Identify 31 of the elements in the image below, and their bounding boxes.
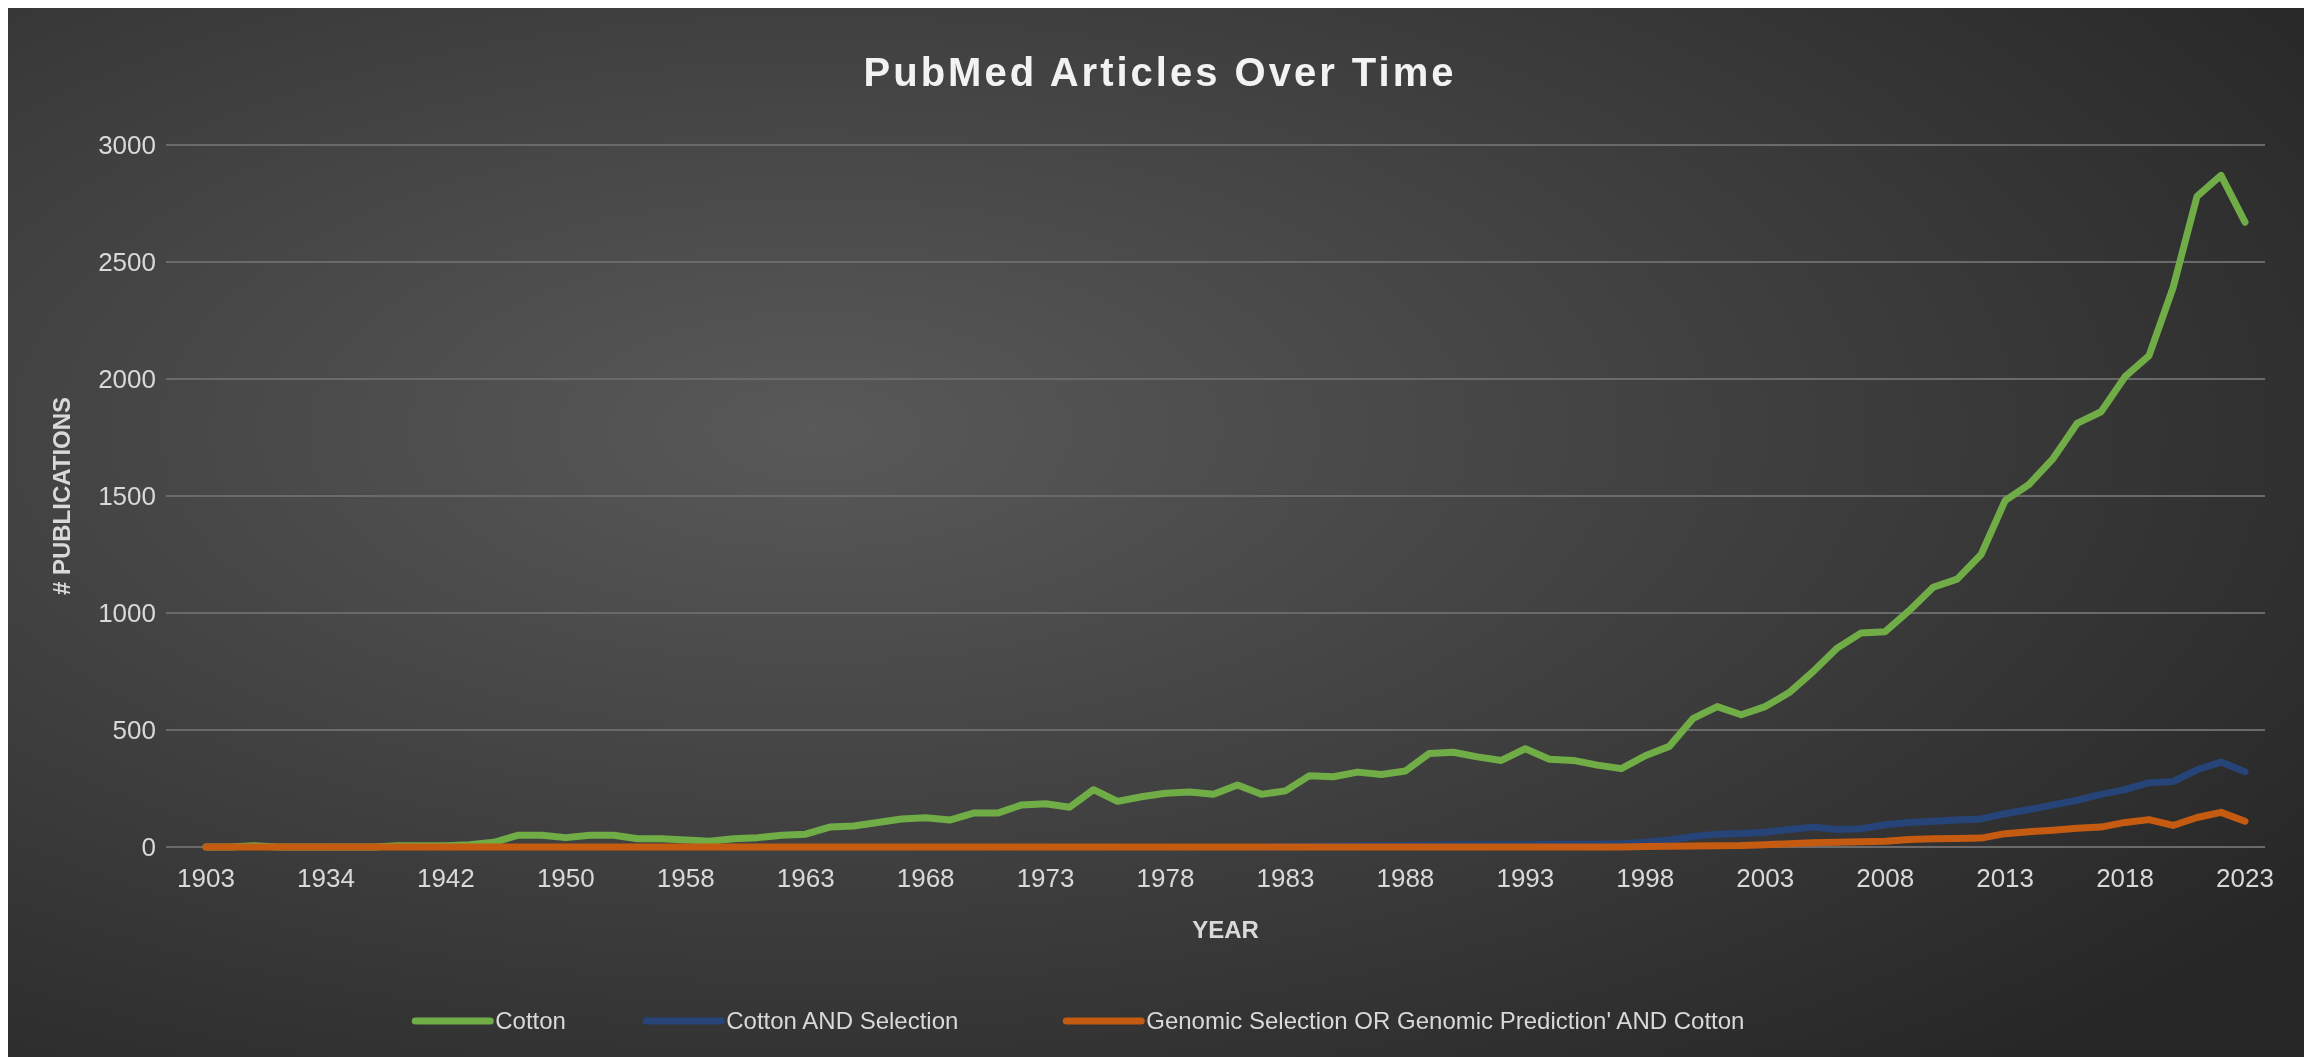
x-axis-title: YEAR bbox=[1192, 916, 1259, 943]
x-tick-label: 2018 bbox=[2096, 863, 2154, 893]
legend-label: Cotton AND Selection bbox=[726, 1007, 959, 1035]
legend-label: Cotton bbox=[495, 1007, 566, 1035]
chart-title: PubMed Articles Over Time bbox=[863, 50, 1457, 94]
x-tick-label: 2008 bbox=[1856, 863, 1915, 893]
x-tick-label: 1950 bbox=[536, 863, 595, 893]
x-tick-label: 1968 bbox=[896, 863, 955, 893]
x-tick-label: 1903 bbox=[177, 863, 235, 893]
y-tick-label: 1000 bbox=[98, 598, 156, 629]
x-tick-label: 1988 bbox=[1376, 863, 1435, 893]
y-tick-label: 0 bbox=[141, 832, 156, 863]
x-tick-label: 1993 bbox=[1496, 863, 1555, 893]
y-tick-label: 1500 bbox=[98, 481, 156, 512]
x-tick-label: 1958 bbox=[656, 863, 715, 893]
y-tick-label: 2000 bbox=[98, 364, 156, 395]
legend-label: Genomic Selection OR Genomic Prediction' AND Cotton bbox=[1146, 1007, 1745, 1035]
x-tick-label: 1983 bbox=[1256, 863, 1315, 893]
x-tick-label: 1934 bbox=[297, 863, 355, 893]
x-tick-label: 1942 bbox=[416, 863, 475, 893]
x-tick-label: 1963 bbox=[776, 863, 835, 893]
y-tick-label: 2500 bbox=[98, 247, 156, 278]
x-tick-label: 1998 bbox=[1616, 863, 1675, 893]
y-tick-label: 3000 bbox=[98, 130, 156, 161]
y-axis-title: # PUBLICATIONS bbox=[48, 396, 75, 596]
y-tick-label: 500 bbox=[112, 715, 156, 746]
x-tick-label: 1973 bbox=[1016, 863, 1075, 893]
x-tick-label: 2013 bbox=[1976, 863, 2035, 893]
x-tick-label: 1978 bbox=[1136, 863, 1195, 893]
x-tick-label: 2003 bbox=[1736, 863, 1795, 893]
x-tick-label: 2023 bbox=[2216, 863, 2274, 893]
